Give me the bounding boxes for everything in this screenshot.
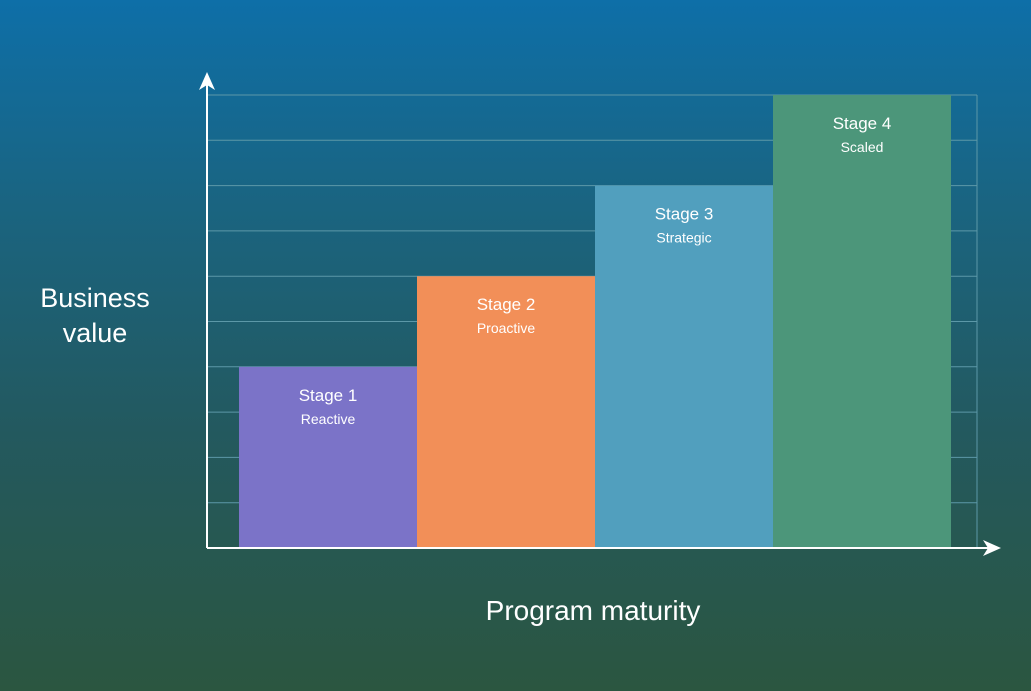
bar-sublabel-1: Reactive xyxy=(301,411,356,427)
y-axis-label-line-1: Business xyxy=(40,283,150,313)
bar-3 xyxy=(595,185,773,548)
bars: Stage 1 Reactive Stage 2 Proactive Stage 3 St… xyxy=(239,95,951,548)
bar-label-4: Stage 4 xyxy=(833,114,892,133)
y-axis-label-line-2: value xyxy=(63,318,128,348)
y-axis-arrow-icon xyxy=(199,72,215,90)
bar-sublabel-3: Strategic xyxy=(656,230,711,246)
bar-label-1: Stage 1 xyxy=(299,386,358,405)
bar-sublabel-2: Proactive xyxy=(477,320,536,336)
bar-label-2: Stage 2 xyxy=(477,295,536,314)
bar-1 xyxy=(239,366,417,548)
x-axis-arrow-icon xyxy=(983,540,1001,556)
axes xyxy=(199,72,1001,556)
x-axis-label: Program maturity xyxy=(486,595,701,626)
bar-sublabel-4: Scaled xyxy=(841,139,884,155)
bar-4 xyxy=(773,95,951,548)
bar-label-3: Stage 3 xyxy=(655,205,714,224)
bar-2 xyxy=(417,276,595,548)
